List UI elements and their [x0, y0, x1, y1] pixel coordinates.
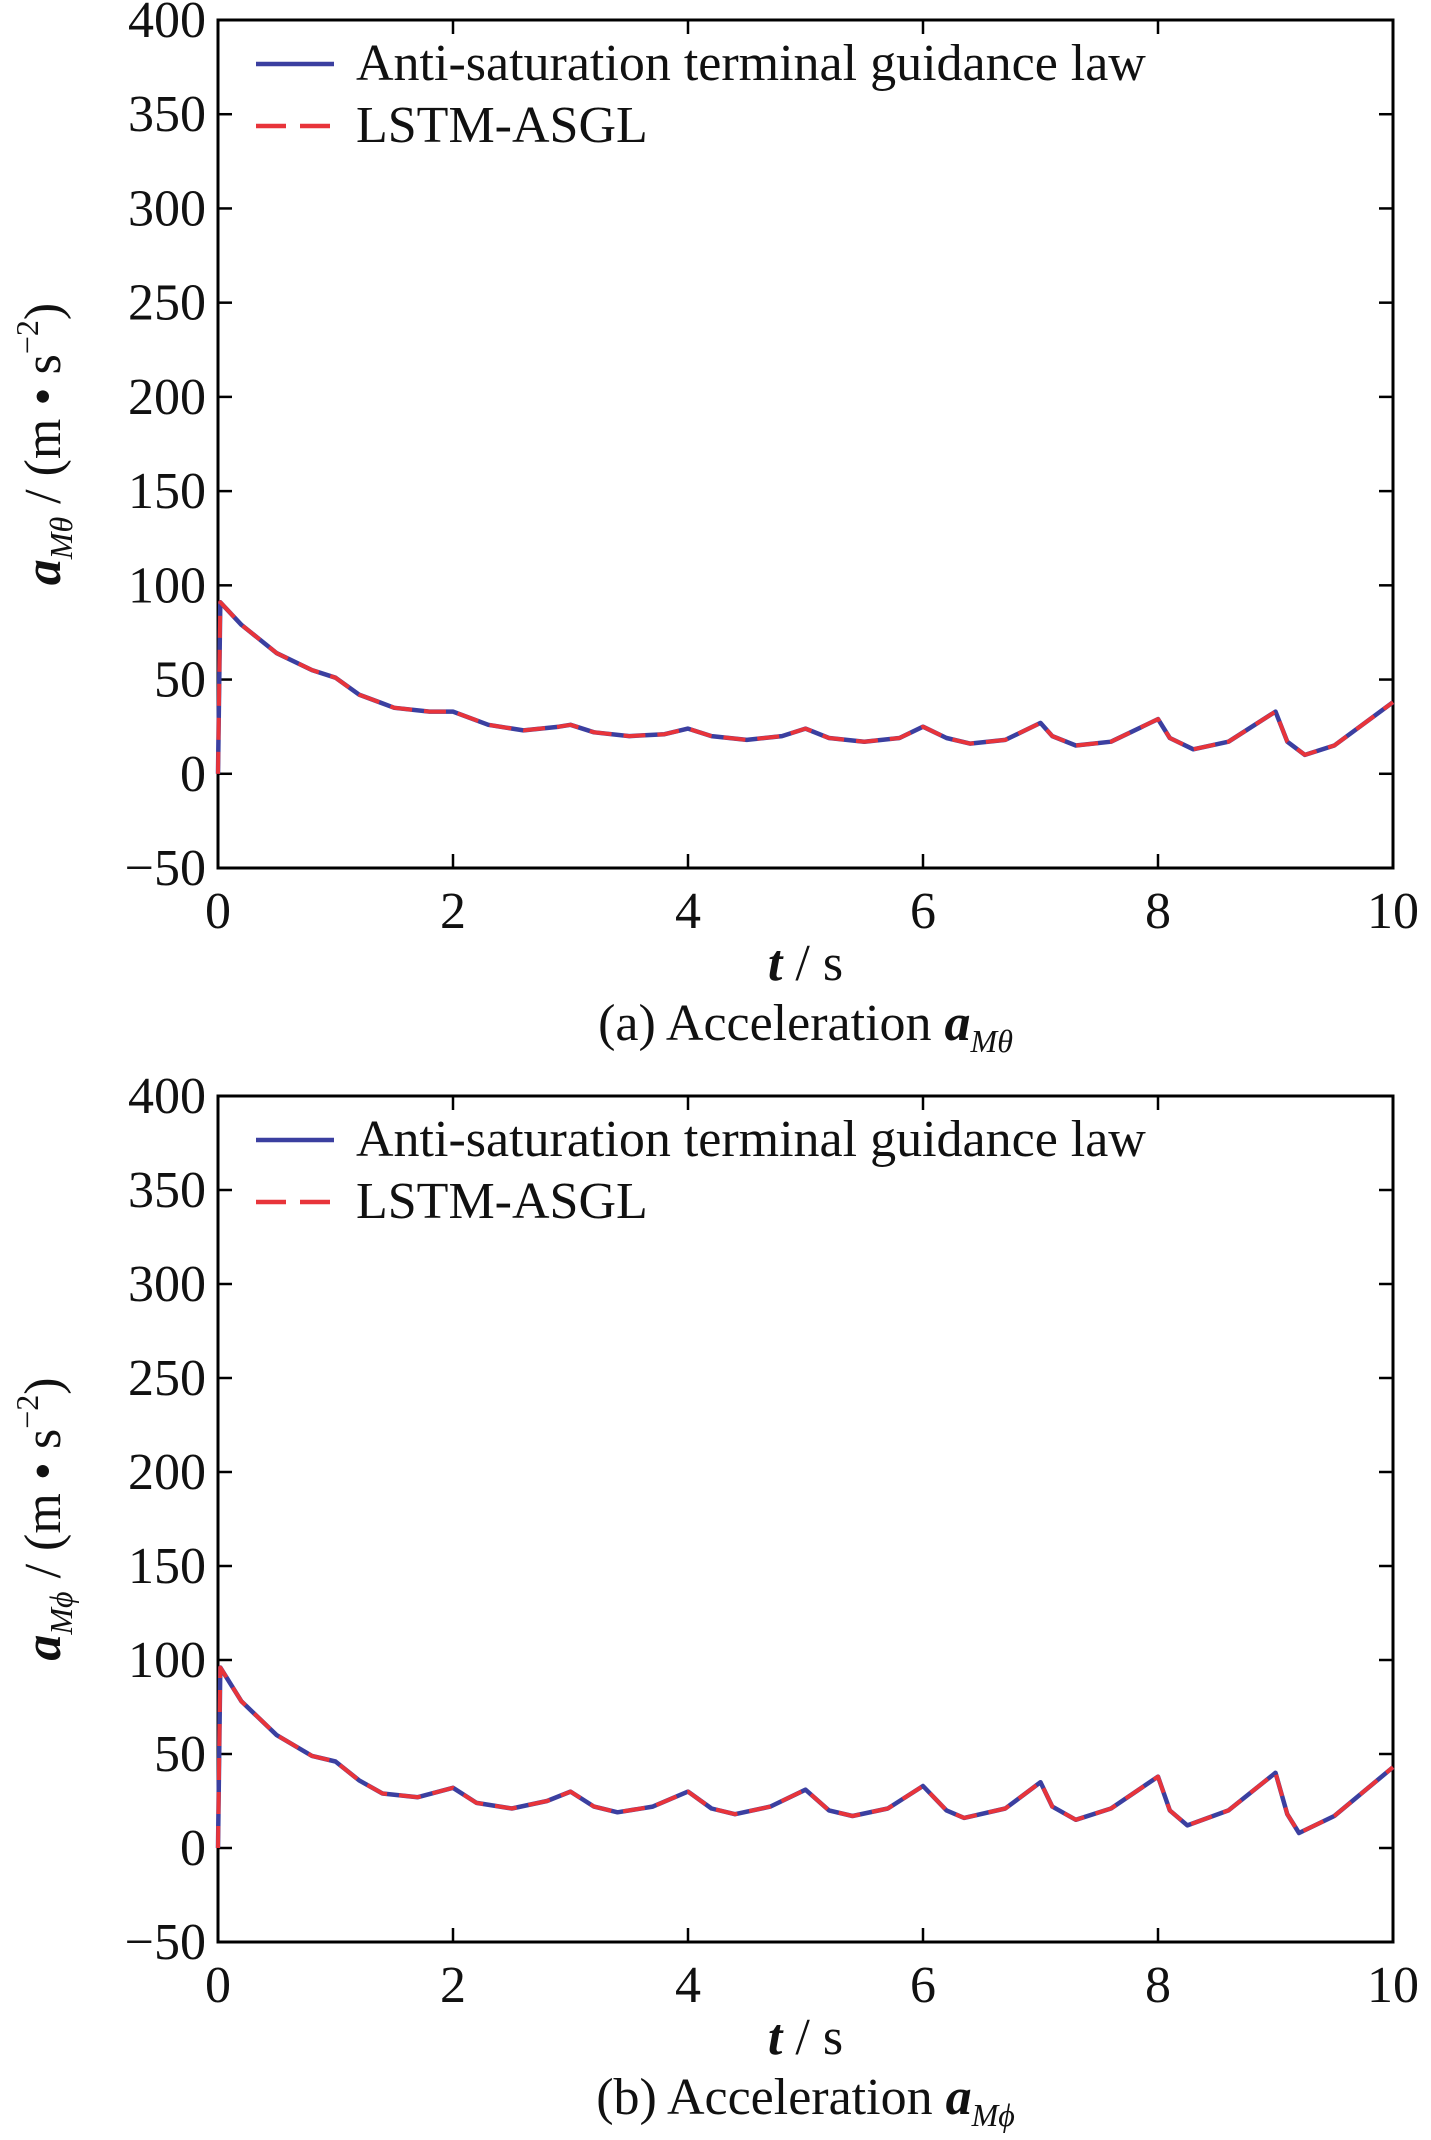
y-tick-label: 50 [154, 1726, 206, 1783]
y-axis-close: ) [15, 303, 72, 320]
y-axis-close: ) [15, 1377, 72, 1394]
y-axis-exponent: −2 [9, 320, 45, 354]
x-tick-label: 6 [910, 883, 936, 940]
y-axis-subscript: Mϕ [43, 1591, 79, 1635]
x-tick-label: 0 [205, 1957, 231, 2014]
y-axis-variable: a [15, 1635, 72, 1661]
y-axis-unit: / (m • s [15, 1429, 72, 1592]
x-tick-label: 6 [910, 1957, 936, 2014]
y-tick-label: 0 [180, 746, 206, 803]
x-tick-label: 8 [1145, 883, 1171, 940]
legend-label-2: LSTM-ASGL [356, 1173, 648, 1230]
legend-label-1: Anti-saturation terminal guidance law [356, 1111, 1146, 1168]
y-tick-label: 0 [180, 1820, 206, 1877]
x-tick-label: 8 [1145, 1957, 1171, 2014]
caption-symbol: a [945, 995, 971, 1052]
y-tick-label: 300 [128, 1256, 206, 1313]
y-tick-label: 100 [128, 1632, 206, 1689]
chart-panel-b: 0 2 4 6 8 10−50050100150200250300350400Anti-s… [9, 1068, 1419, 2133]
caption-symbol: a [946, 2069, 972, 2126]
x-axis-label: t / s [768, 935, 843, 992]
x-axis-label: t / s [768, 2009, 843, 2066]
y-axis-label: aMθ / (m • s−2) [9, 303, 79, 585]
y-tick-label: 350 [128, 86, 206, 143]
plot-frame [216, 1094, 1395, 1944]
x-axis-unit: / s [782, 935, 843, 992]
caption-prefix: (a) Acceleration [598, 995, 944, 1052]
chart-panel-a: 0 2 4 6 8 10−50050100150200250300350400Anti-s… [9, 0, 1419, 1059]
y-tick-label: 150 [128, 463, 206, 520]
x-tick-label: 4 [675, 1957, 701, 2014]
series-line-1 [215, 600, 1395, 774]
caption-prefix: (b) Acceleration [596, 2069, 945, 2126]
x-tick-label: 4 [675, 883, 701, 940]
legend-label-2: LSTM-ASGL [356, 97, 648, 154]
caption-subscript: Mθ [970, 1023, 1013, 1059]
x-tick-label: 10 [1367, 883, 1419, 940]
y-tick-label: −50 [125, 840, 206, 897]
y-tick-label: 100 [128, 557, 206, 614]
x-axis-variable: t [768, 935, 784, 992]
y-tick-label: 200 [128, 1444, 206, 1501]
series-line-2 [216, 600, 1395, 774]
y-tick-label: 400 [128, 0, 206, 49]
y-tick-label: 50 [154, 652, 206, 709]
series-line-1 [215, 1665, 1395, 1849]
y-tick-label: 400 [128, 1068, 206, 1125]
series-line-2 [216, 1665, 1395, 1849]
y-tick-label: 250 [128, 1350, 206, 1407]
y-tick-label: 250 [128, 275, 206, 332]
x-axis-variable: t [768, 2009, 784, 2066]
y-tick-label: 150 [128, 1538, 206, 1595]
y-axis-exponent: −2 [9, 1395, 45, 1429]
y-tick-label: 300 [128, 180, 206, 237]
y-axis-subscript: Mθ [43, 517, 79, 560]
x-tick-label: 2 [440, 1957, 466, 2014]
y-tick-label: −50 [125, 1914, 206, 1971]
plot-frame [216, 18, 1395, 870]
y-axis-unit: / (m • s [15, 354, 72, 517]
y-axis-label: aMϕ / (m • s−2) [9, 1377, 79, 1660]
x-tick-label: 10 [1367, 1957, 1419, 2014]
y-tick-label: 200 [128, 369, 206, 426]
panel-caption: (b) Acceleration aMϕ [596, 2069, 1015, 2133]
x-tick-label: 2 [440, 883, 466, 940]
legend-label-1: Anti-saturation terminal guidance law [356, 35, 1146, 92]
y-tick-label: 350 [128, 1162, 206, 1219]
caption-subscript: Mϕ [971, 2097, 1015, 2133]
panel-caption: (a) Acceleration aMθ [598, 995, 1013, 1059]
x-tick-label: 0 [205, 883, 231, 940]
x-axis-unit: / s [782, 2009, 843, 2066]
y-axis-variable: a [15, 559, 72, 585]
